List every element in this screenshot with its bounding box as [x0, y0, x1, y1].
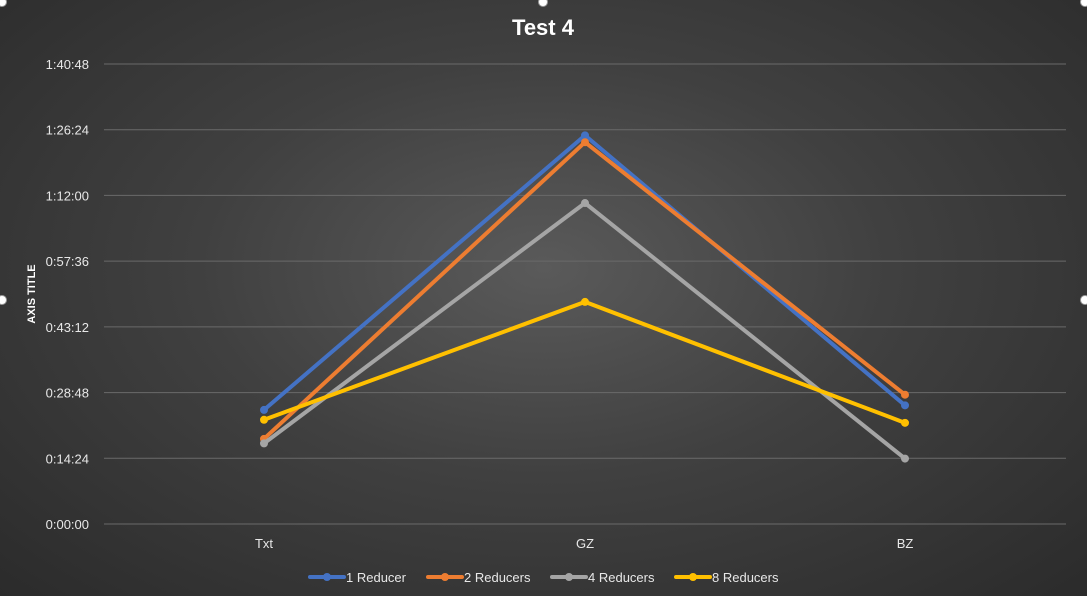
legend-marker [565, 573, 573, 581]
legend-entry[interactable]: 8 Reducers [674, 570, 779, 585]
x-tick-label: Txt [255, 536, 273, 551]
resize-handle[interactable] [0, 0, 7, 7]
resize-handle[interactable] [1080, 295, 1087, 305]
gridlines [104, 63, 1066, 525]
selection-handles [0, 0, 1087, 305]
legend-entry[interactable]: 4 Reducers [550, 570, 655, 585]
y-axis-ticks: 0:00:00 0:14:24 0:28:48 0:43:12 0:57:36 1:12:… [46, 57, 89, 532]
series-1-reducer[interactable] [260, 131, 909, 414]
data-point[interactable] [260, 439, 268, 448]
legend-marker [441, 573, 449, 581]
y-tick-label: 0:43:12 [46, 320, 89, 335]
legend-label: 2 Reducers [464, 570, 531, 585]
series-line[interactable] [262, 140, 907, 441]
x-tick-label: GZ [576, 536, 594, 551]
y-tick-label: 1:40:48 [46, 57, 89, 72]
data-point[interactable] [581, 131, 589, 140]
x-axis-ticks: Txt GZ BZ [255, 536, 913, 551]
legend-label: 4 Reducers [588, 570, 655, 585]
data-point[interactable] [260, 405, 268, 414]
data-point[interactable] [260, 415, 268, 424]
y-tick-label: 0:57:36 [46, 254, 89, 269]
y-tick-label: 0:14:24 [46, 451, 89, 466]
legend-label: 8 Reducers [712, 570, 779, 585]
legend: 1 Reducer 2 Reducers 4 Reducers 8 Reducers [308, 570, 779, 585]
data-point[interactable] [581, 199, 589, 208]
legend-marker [689, 573, 697, 581]
chart-title: Test 4 [512, 15, 575, 40]
y-tick-label: 0:28:48 [46, 386, 89, 401]
data-point[interactable] [581, 138, 589, 147]
series-2-reducers[interactable] [260, 138, 909, 443]
legend-label: 1 Reducer [346, 570, 407, 585]
x-tick-label: BZ [897, 536, 914, 551]
legend-marker [323, 573, 331, 581]
series-line[interactable] [262, 133, 907, 412]
series-4-reducers[interactable] [260, 199, 909, 463]
series-8-reducers[interactable] [260, 297, 909, 427]
resize-handle[interactable] [0, 295, 7, 305]
series-lines [260, 131, 909, 463]
data-point[interactable] [901, 401, 909, 410]
y-tick-label: 1:26:24 [46, 123, 89, 138]
y-tick-label: 0:00:00 [46, 517, 89, 532]
legend-entry[interactable]: 1 Reducer [308, 570, 407, 585]
y-tick-label: 1:12:00 [46, 188, 89, 203]
data-point[interactable] [901, 390, 909, 399]
data-point[interactable] [581, 297, 589, 306]
series-line[interactable] [262, 201, 907, 461]
legend-entry[interactable]: 2 Reducers [426, 570, 531, 585]
resize-handle[interactable] [538, 0, 548, 7]
resize-handle[interactable] [1080, 0, 1087, 7]
data-point[interactable] [901, 454, 909, 463]
data-point[interactable] [901, 418, 909, 427]
y-axis-title: AXIS TITLE [26, 264, 38, 323]
